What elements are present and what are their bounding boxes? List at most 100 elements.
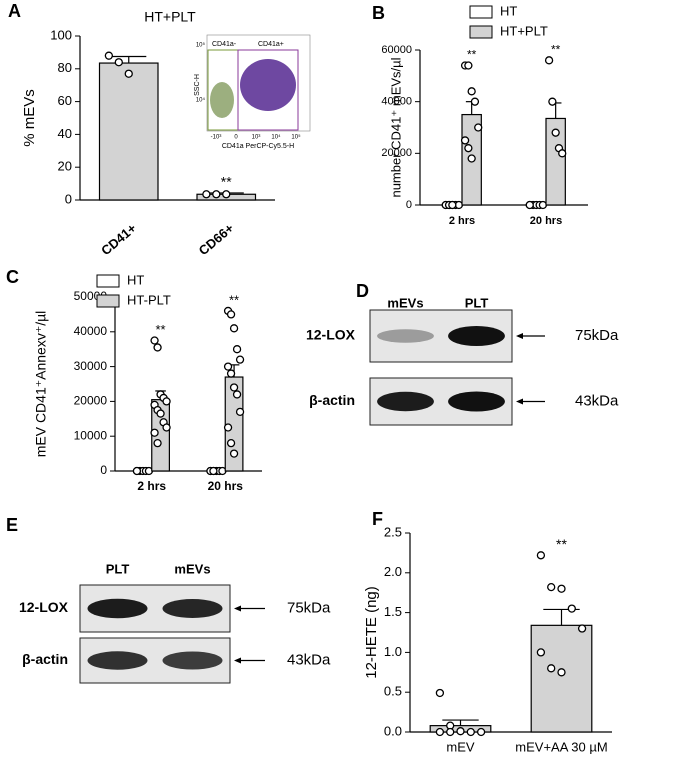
x-tick-label: 20 hrs bbox=[208, 479, 244, 493]
y-tick-label: 20000 bbox=[74, 394, 108, 408]
blot-band bbox=[448, 326, 505, 346]
data-point bbox=[156, 409, 165, 418]
panel-letter: C bbox=[6, 267, 19, 287]
arrow-head bbox=[234, 657, 241, 664]
data-point bbox=[226, 310, 236, 319]
gate-label: CD41a- bbox=[212, 41, 237, 48]
data-point bbox=[229, 449, 239, 458]
arrow-head bbox=[516, 333, 523, 339]
y-axis-label: mEV CD41⁺Annexv⁺/µl bbox=[33, 311, 49, 458]
gate bbox=[237, 49, 299, 131]
size-label: 75kDa bbox=[575, 327, 619, 344]
panel-letter: F bbox=[372, 509, 383, 529]
data-point bbox=[229, 383, 239, 392]
bar bbox=[98, 62, 159, 201]
lane-label: PLT bbox=[106, 561, 130, 576]
gate-label: CD41a+ bbox=[258, 41, 284, 48]
data-point bbox=[114, 58, 123, 67]
y-tick-label: 20 bbox=[58, 159, 72, 174]
data-point bbox=[464, 144, 473, 153]
data-point bbox=[162, 397, 171, 406]
y-tick-label: 1.5 bbox=[384, 604, 402, 619]
data-point bbox=[467, 87, 476, 96]
y-axis-label: number CD41⁺ mEVs/µl bbox=[388, 57, 403, 197]
data-point bbox=[435, 727, 445, 737]
event-cloud bbox=[210, 82, 234, 118]
y-tick-label: 40000 bbox=[381, 96, 412, 108]
inset-y-tick: 10⁵ bbox=[196, 42, 206, 49]
data-point bbox=[466, 727, 475, 737]
data-point bbox=[460, 136, 470, 145]
panel-letter: D bbox=[356, 281, 369, 301]
data-point bbox=[232, 390, 242, 399]
blot-band bbox=[377, 391, 434, 412]
legend-swatch bbox=[469, 5, 493, 19]
blot-band bbox=[162, 651, 223, 670]
data-point bbox=[124, 69, 133, 78]
inset-y-tick: 10⁴ bbox=[196, 97, 206, 104]
inset-x-tick: 0 bbox=[234, 135, 238, 141]
lane-label: PLT bbox=[465, 295, 489, 310]
data-point bbox=[476, 727, 486, 737]
x-tick-label: 2 hrs bbox=[137, 479, 166, 493]
y-tick-label: 20000 bbox=[381, 147, 412, 159]
size-label: 43kDa bbox=[287, 651, 331, 668]
y-tick-label: 10000 bbox=[74, 428, 108, 442]
data-point bbox=[209, 466, 218, 476]
blot-band bbox=[377, 329, 434, 343]
size-label: 43kDa bbox=[575, 392, 619, 409]
arrow-head bbox=[234, 605, 241, 612]
data-point bbox=[150, 428, 159, 437]
legend-label: HT bbox=[127, 272, 144, 287]
y-tick-label: 2.5 bbox=[384, 524, 402, 539]
lane-label: mEVs bbox=[174, 561, 210, 576]
data-point bbox=[153, 439, 162, 448]
y-tick-label: 1.0 bbox=[384, 644, 402, 659]
event-cloud bbox=[240, 59, 296, 111]
y-tick-label: 0 bbox=[100, 463, 107, 477]
inset-plot: CD41a- CD41a+ CD41a PerCP-Cy5.5-H SSC-H -10³… bbox=[194, 34, 311, 150]
data-point bbox=[235, 355, 245, 364]
data-point bbox=[223, 423, 233, 432]
blot-band bbox=[87, 651, 148, 670]
data-point bbox=[456, 727, 465, 736]
data-point bbox=[222, 190, 231, 199]
x-tick-label: mEV+AA 30 µM bbox=[515, 739, 607, 754]
data-point bbox=[538, 200, 548, 210]
data-point bbox=[548, 97, 557, 106]
panel-letter: B bbox=[372, 3, 385, 23]
blot-band bbox=[87, 598, 148, 619]
y-axis-label: 12-HETE (ng) bbox=[363, 586, 380, 679]
lane-label: mEVs bbox=[387, 295, 423, 310]
arrow-head bbox=[516, 398, 523, 405]
data-point bbox=[544, 56, 554, 65]
legend-label: HT+PLT bbox=[500, 23, 548, 38]
data-point bbox=[202, 190, 211, 199]
inset-x-label: CD41a PerCP-Cy5.5-H bbox=[222, 143, 294, 150]
legend-swatch bbox=[96, 274, 120, 288]
data-point bbox=[235, 407, 245, 416]
legend-swatch bbox=[469, 25, 493, 39]
row-label: 12-LOX bbox=[306, 327, 356, 343]
size-label: 75kDa bbox=[287, 599, 331, 616]
data-point bbox=[536, 551, 546, 560]
y-tick-label: 40000 bbox=[74, 324, 108, 338]
data-point bbox=[467, 154, 476, 163]
y-tick-label: 80 bbox=[58, 60, 72, 75]
y-tick-label: 0 bbox=[406, 199, 412, 211]
data-point bbox=[232, 345, 242, 354]
data-point bbox=[226, 439, 236, 448]
x-tick-label: 20 hrs bbox=[530, 215, 562, 227]
data-point bbox=[551, 128, 560, 137]
row-label: β-actin bbox=[22, 651, 68, 667]
data-point bbox=[470, 97, 480, 106]
data-point bbox=[212, 190, 221, 199]
legend-label: HT-PLT bbox=[127, 292, 171, 307]
data-point bbox=[567, 604, 576, 613]
data-point bbox=[536, 648, 546, 657]
data-point bbox=[132, 466, 142, 476]
legend-swatch bbox=[96, 294, 120, 308]
data-point bbox=[226, 369, 236, 378]
y-tick-label: 60000 bbox=[381, 44, 412, 56]
inset-x-tick: 10⁵ bbox=[291, 134, 301, 141]
